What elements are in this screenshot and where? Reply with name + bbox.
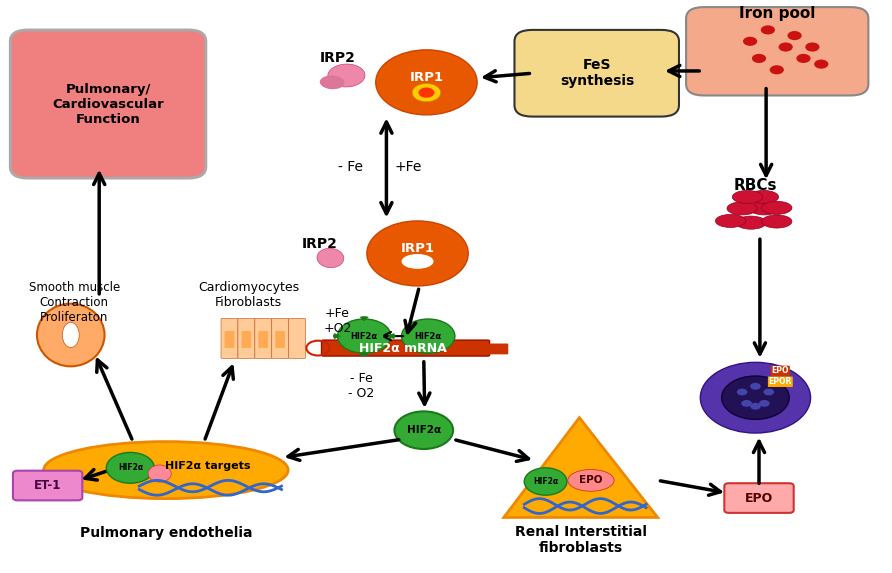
Text: HIF2α: HIF2α [407, 425, 441, 435]
Ellipse shape [319, 76, 344, 89]
Circle shape [700, 362, 811, 433]
Circle shape [814, 60, 829, 69]
Circle shape [418, 88, 434, 98]
Circle shape [805, 42, 820, 52]
Text: Iron pool: Iron pool [739, 6, 816, 21]
Ellipse shape [762, 215, 792, 228]
Circle shape [394, 411, 453, 449]
Ellipse shape [62, 323, 79, 347]
Wedge shape [359, 316, 368, 321]
FancyBboxPatch shape [11, 30, 206, 178]
Ellipse shape [736, 216, 766, 229]
Circle shape [401, 319, 455, 353]
Text: +Fe: +Fe [395, 160, 422, 174]
Text: IRP1: IRP1 [409, 71, 443, 84]
Text: - Fe
- O2: - Fe - O2 [349, 372, 375, 401]
Text: Pulmonary endothelia: Pulmonary endothelia [79, 526, 252, 540]
Circle shape [770, 65, 784, 74]
Ellipse shape [727, 202, 757, 215]
Ellipse shape [327, 64, 365, 87]
Ellipse shape [44, 442, 288, 499]
Text: EPOR: EPOR [769, 377, 792, 386]
Text: Smooth muscle
Contraction
Proliferaton: Smooth muscle Contraction Proliferaton [29, 281, 120, 324]
Ellipse shape [317, 248, 343, 268]
FancyBboxPatch shape [13, 470, 82, 500]
Ellipse shape [148, 465, 171, 482]
Circle shape [743, 37, 757, 46]
Text: Pulmonary/
Cardiovascular
Function: Pulmonary/ Cardiovascular Function [53, 83, 164, 125]
Wedge shape [387, 333, 395, 339]
Circle shape [752, 54, 766, 63]
Text: EPO: EPO [579, 476, 603, 485]
FancyBboxPatch shape [225, 331, 235, 348]
Circle shape [759, 400, 770, 407]
FancyBboxPatch shape [221, 319, 238, 358]
Ellipse shape [762, 201, 792, 214]
Text: EPO: EPO [745, 492, 773, 505]
Circle shape [722, 376, 789, 419]
Text: ET-1: ET-1 [34, 479, 62, 492]
Ellipse shape [732, 190, 763, 203]
Text: Cardiomyocytes
Fibroblasts: Cardiomyocytes Fibroblasts [198, 281, 299, 309]
FancyBboxPatch shape [259, 331, 268, 348]
Ellipse shape [748, 190, 779, 203]
Text: +Fe
+O2: +Fe +O2 [323, 307, 351, 335]
Text: HIF2α mRNA: HIF2α mRNA [359, 342, 447, 355]
Text: - Fe: - Fe [338, 160, 363, 174]
Text: EPO: EPO [772, 366, 789, 375]
FancyBboxPatch shape [686, 7, 869, 96]
FancyBboxPatch shape [276, 331, 285, 348]
Circle shape [367, 221, 468, 286]
Text: HIF2α targets: HIF2α targets [165, 461, 251, 471]
FancyBboxPatch shape [487, 344, 508, 354]
Circle shape [524, 468, 567, 495]
Text: HIF2α: HIF2α [118, 464, 143, 472]
FancyBboxPatch shape [321, 340, 490, 356]
Wedge shape [359, 351, 368, 356]
FancyBboxPatch shape [515, 30, 679, 116]
Circle shape [106, 453, 154, 483]
FancyBboxPatch shape [272, 319, 289, 358]
FancyBboxPatch shape [724, 483, 794, 513]
Circle shape [750, 383, 761, 390]
Text: HIF2α: HIF2α [351, 332, 377, 340]
Ellipse shape [401, 254, 434, 269]
Ellipse shape [749, 202, 780, 215]
Circle shape [761, 25, 775, 34]
Text: HIF2α: HIF2α [533, 477, 558, 486]
FancyBboxPatch shape [289, 319, 305, 358]
Text: IRP2: IRP2 [319, 52, 355, 65]
Text: HIF2α: HIF2α [415, 332, 442, 340]
Circle shape [337, 319, 391, 353]
Circle shape [750, 403, 761, 410]
Circle shape [412, 84, 441, 102]
Ellipse shape [568, 469, 614, 491]
FancyBboxPatch shape [242, 331, 252, 348]
Circle shape [741, 400, 752, 407]
Circle shape [779, 42, 793, 52]
Text: RBCs: RBCs [734, 178, 777, 193]
Polygon shape [504, 418, 657, 517]
Wedge shape [333, 333, 341, 339]
Circle shape [764, 388, 774, 395]
FancyBboxPatch shape [255, 319, 272, 358]
Circle shape [788, 31, 802, 40]
FancyBboxPatch shape [238, 319, 255, 358]
Ellipse shape [37, 304, 104, 366]
Circle shape [376, 50, 477, 115]
Circle shape [737, 388, 747, 395]
Text: Renal Interstitial
fibroblasts: Renal Interstitial fibroblasts [516, 525, 648, 555]
Text: IRP1: IRP1 [401, 242, 434, 256]
Text: FeS
synthesis: FeS synthesis [560, 58, 634, 88]
Circle shape [797, 54, 811, 63]
Ellipse shape [715, 214, 746, 227]
Text: IRP2: IRP2 [301, 237, 338, 251]
